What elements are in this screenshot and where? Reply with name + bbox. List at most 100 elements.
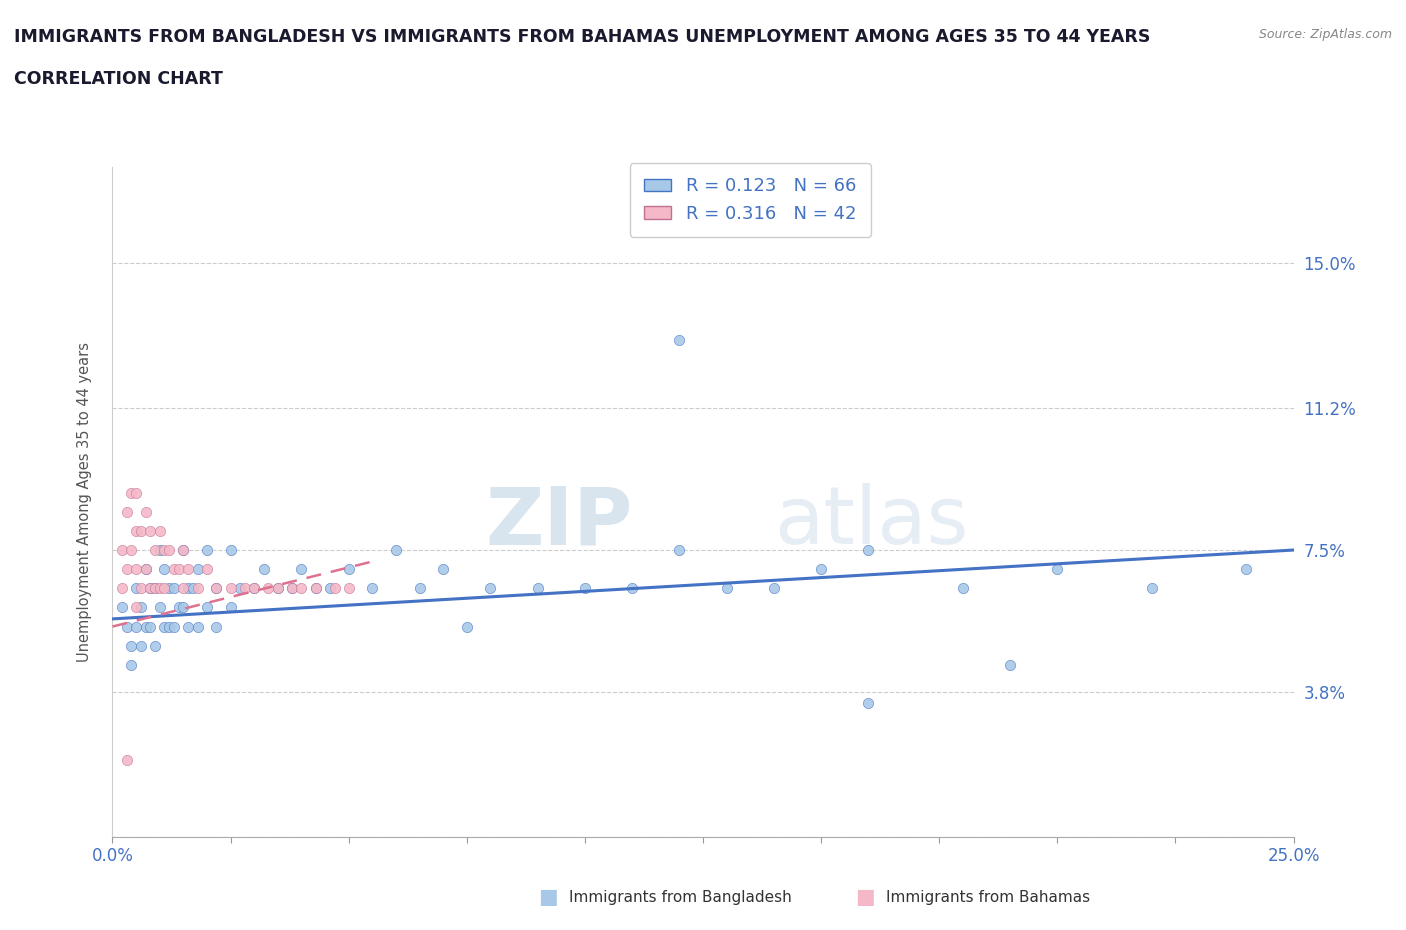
Point (337, 581, 360, 596)
Point (195, 562, 218, 577)
Point (115, 619, 138, 634)
Point (157, 581, 180, 596)
Point (385, 542, 408, 557)
Point (177, 619, 200, 634)
Point (143, 581, 166, 596)
Point (149, 542, 172, 557)
Point (1234, 562, 1257, 577)
Point (120, 542, 142, 557)
Point (139, 581, 162, 596)
Point (115, 562, 138, 577)
Point (153, 581, 176, 596)
Point (143, 542, 166, 557)
Point (229, 581, 252, 596)
Point (858, 696, 880, 711)
Point (129, 600, 152, 615)
Point (172, 600, 194, 615)
Point (139, 581, 162, 596)
Text: ZIP: ZIP (485, 484, 633, 562)
Point (195, 542, 218, 557)
Point (810, 562, 832, 577)
Point (172, 542, 194, 557)
Point (177, 562, 200, 577)
Point (243, 581, 266, 596)
Point (129, 524, 152, 538)
Point (172, 581, 194, 596)
Point (1046, 562, 1069, 577)
Point (290, 581, 312, 596)
Point (205, 619, 228, 634)
Point (120, 658, 142, 672)
Point (163, 619, 186, 634)
Point (129, 638, 152, 653)
Point (243, 581, 266, 596)
Point (125, 485, 148, 500)
Point (621, 581, 644, 596)
Point (125, 524, 148, 538)
Point (319, 581, 342, 596)
Point (281, 581, 304, 596)
Point (153, 619, 176, 634)
Point (233, 581, 256, 596)
Point (153, 562, 176, 577)
Point (526, 581, 548, 596)
Point (205, 581, 228, 596)
Point (186, 562, 208, 577)
Text: ■: ■ (855, 887, 875, 908)
Point (574, 581, 596, 596)
Point (998, 658, 1021, 672)
Point (858, 542, 880, 557)
Point (195, 600, 218, 615)
Point (267, 581, 290, 596)
Text: ■: ■ (538, 887, 558, 908)
Point (323, 581, 346, 596)
Point (304, 581, 326, 596)
Point (139, 524, 162, 538)
Point (125, 600, 148, 615)
Point (115, 504, 138, 519)
Point (361, 581, 384, 596)
Point (186, 619, 208, 634)
Y-axis label: Unemployment Among Ages 35 to 44 years: Unemployment Among Ages 35 to 44 years (77, 342, 91, 662)
Point (115, 753, 138, 768)
Point (135, 619, 157, 634)
Text: Immigrants from Bangladesh: Immigrants from Bangladesh (569, 890, 792, 905)
Point (281, 581, 304, 596)
Point (479, 581, 502, 596)
Point (219, 542, 242, 557)
Point (290, 562, 312, 577)
Point (135, 562, 157, 577)
Point (163, 581, 186, 596)
Point (408, 581, 430, 596)
Point (337, 562, 360, 577)
Point (186, 581, 208, 596)
Point (153, 542, 176, 557)
Point (219, 581, 242, 596)
Point (125, 581, 148, 596)
Point (149, 600, 172, 615)
Legend: R = 0.123   N = 66, R = 0.316   N = 42: R = 0.123 N = 66, R = 0.316 N = 42 (630, 163, 870, 237)
Point (143, 581, 166, 596)
Text: CORRELATION CHART: CORRELATION CHART (14, 70, 224, 87)
Point (163, 562, 186, 577)
Point (167, 562, 190, 577)
Text: atlas: atlas (773, 484, 969, 562)
Point (456, 619, 478, 634)
Point (167, 600, 190, 615)
Point (111, 581, 134, 596)
Point (120, 485, 142, 500)
Point (125, 619, 148, 634)
Point (111, 600, 134, 615)
Point (149, 581, 172, 596)
Point (432, 562, 454, 577)
Point (120, 638, 142, 653)
Point (668, 542, 690, 557)
Point (125, 562, 148, 577)
Point (135, 562, 157, 577)
Point (762, 581, 785, 596)
Point (149, 524, 172, 538)
Point (267, 581, 290, 596)
Text: Source: ZipAtlas.com: Source: ZipAtlas.com (1258, 28, 1392, 41)
Point (181, 581, 204, 596)
Point (157, 542, 180, 557)
